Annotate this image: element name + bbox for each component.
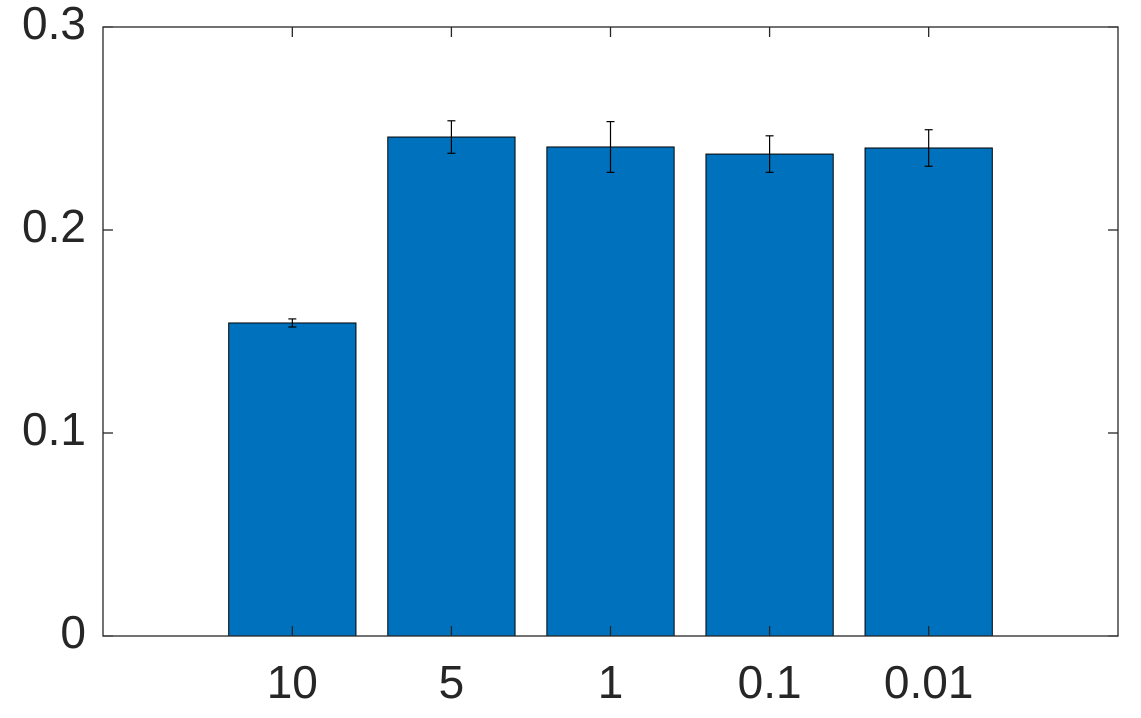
- x-tick-label: 5: [439, 656, 465, 708]
- bar: [546, 146, 675, 637]
- x-tick-label: 0.1: [738, 656, 802, 708]
- axes-box: [102, 26, 1119, 637]
- bar: [864, 147, 993, 637]
- y-tick-label: 0: [60, 606, 86, 658]
- error-bar: [765, 135, 774, 173]
- x-tick-label: 1: [598, 656, 624, 708]
- x-tick-label: 10: [267, 656, 318, 708]
- error-bar: [606, 120, 615, 173]
- y-tick-label: 0.3: [22, 0, 86, 49]
- y-tick-label: 0.2: [22, 200, 86, 252]
- x-tick-label: 0.01: [884, 656, 974, 708]
- bar: [228, 322, 357, 637]
- error-bar: [288, 318, 297, 328]
- error-bar: [924, 129, 933, 167]
- y-tick-label: 0.1: [22, 403, 86, 455]
- error-bar: [447, 120, 456, 154]
- bar: [705, 153, 834, 637]
- bar: [387, 136, 516, 637]
